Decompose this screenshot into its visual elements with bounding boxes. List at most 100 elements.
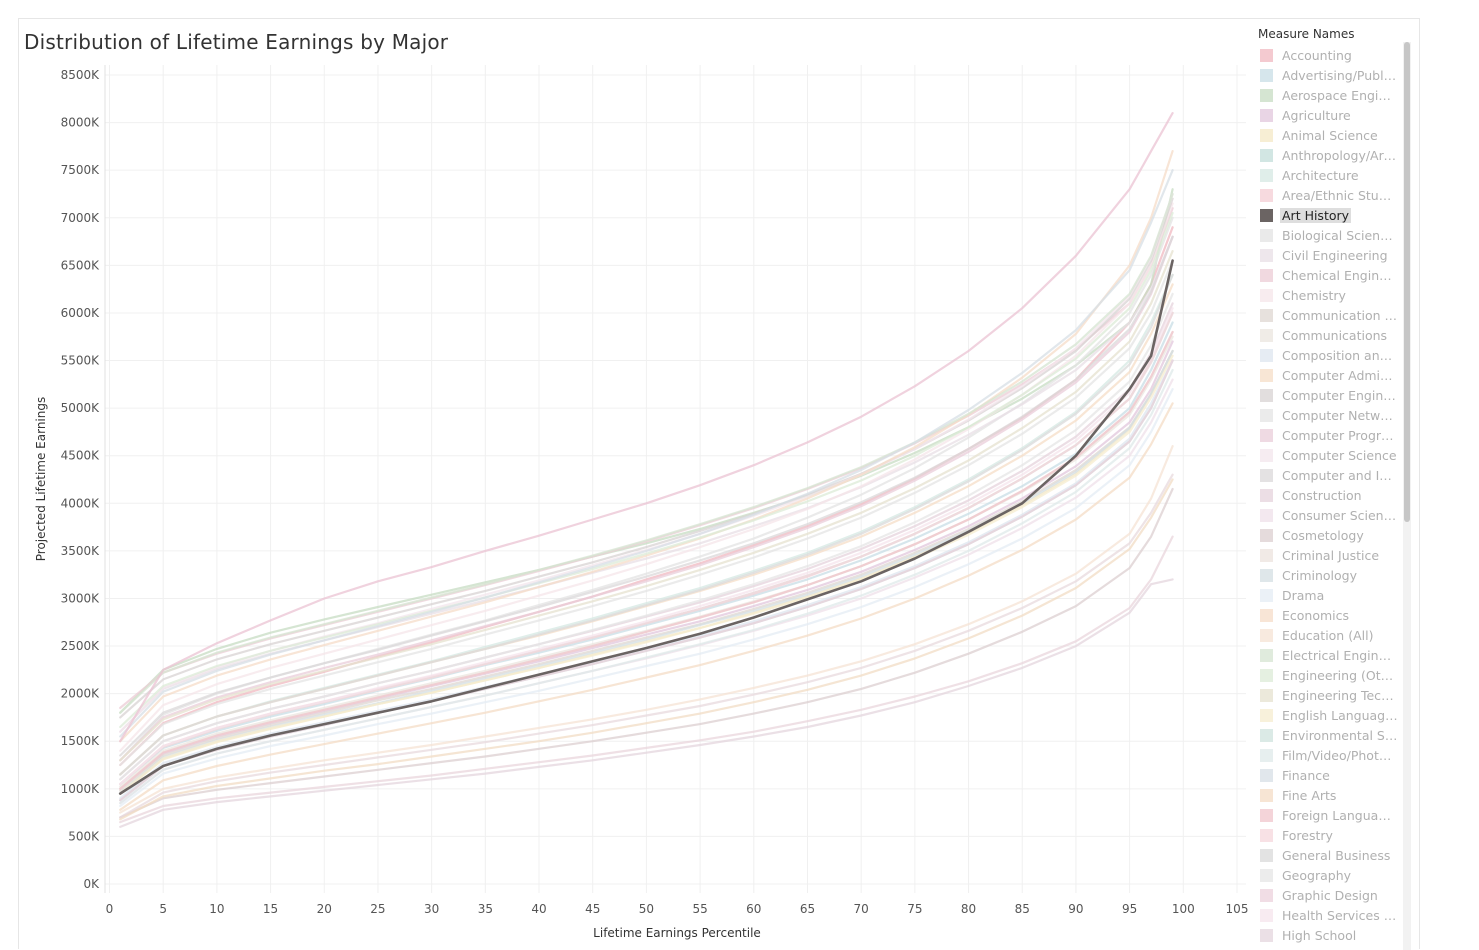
series-line-art-history[interactable] xyxy=(118,259,1174,795)
legend-item[interactable]: Engineering (Other) xyxy=(1260,665,1402,685)
legend-item[interactable]: Health Services (G... xyxy=(1260,905,1402,925)
legend-label: Accounting xyxy=(1282,47,1352,63)
series-line-performing-arts[interactable] xyxy=(119,473,1174,819)
x-tick-label: 10 xyxy=(209,902,224,916)
legend-scroll-thumb[interactable] xyxy=(1404,42,1410,522)
legend-item[interactable]: Animal Science xyxy=(1260,125,1402,145)
series-line-economics[interactable] xyxy=(119,150,1174,743)
legend-item[interactable]: Advertising/Public... xyxy=(1260,65,1402,85)
legend-item[interactable]: Economics xyxy=(1260,605,1402,625)
legend-item[interactable]: English Language/... xyxy=(1260,705,1402,725)
y-tick-label: 1500K xyxy=(61,734,101,748)
legend-item[interactable]: Biological Sciences xyxy=(1260,225,1402,245)
series-line-engineering-other[interactable] xyxy=(119,211,1174,729)
legend-label: General Business xyxy=(1282,847,1391,863)
legend-item[interactable]: General Business xyxy=(1260,845,1402,865)
legend-item[interactable]: Chemical Engineer... xyxy=(1260,265,1402,285)
legend-swatch xyxy=(1260,188,1273,202)
series-line-cosmetic-services[interactable] xyxy=(119,535,1174,824)
legend-item[interactable]: Finance xyxy=(1260,765,1402,785)
series-line-advertising-public[interactable] xyxy=(119,321,1174,786)
legend-item[interactable]: Civil Engineering xyxy=(1260,245,1402,265)
legend-item[interactable]: Construction xyxy=(1260,485,1402,505)
x-axis: 0 5 10 15 20 25 30 35 40 45 50 55 60 65 70 75 80 85 90 95 10… xyxy=(106,902,1249,916)
series-line-english-language[interactable] xyxy=(119,354,1174,795)
series-line-general-business[interactable] xyxy=(119,273,1174,776)
series-line-finance[interactable] xyxy=(119,169,1174,738)
legend-swatch xyxy=(1260,628,1273,642)
series-line-computer-progra[interactable] xyxy=(119,235,1174,762)
legend-item[interactable]: Graphic Design xyxy=(1260,885,1402,905)
legend-label: Drama xyxy=(1282,587,1325,603)
legend-item[interactable]: Computer and Info... xyxy=(1260,465,1402,485)
legend-item[interactable]: Computer Networ... xyxy=(1260,405,1402,425)
series-line-computer-and-info[interactable] xyxy=(119,235,1174,757)
legend-label: Health Services (G... xyxy=(1282,907,1400,923)
legend-item[interactable]: Foreign Languages xyxy=(1260,805,1402,825)
series-line-electrical-enginee[interactable] xyxy=(119,192,1174,714)
legend-item[interactable]: Art History xyxy=(1260,205,1402,225)
legend-item[interactable]: Education (All) xyxy=(1260,625,1402,645)
legend-swatch xyxy=(1260,388,1273,402)
legend-item[interactable]: Architecture xyxy=(1260,165,1402,185)
legend-item[interactable]: Film/Video/Photo... xyxy=(1260,745,1402,765)
legend-item[interactable]: Engineering Techn... xyxy=(1260,685,1402,705)
legend-item[interactable]: Environmental Sci... xyxy=(1260,725,1402,745)
series-line-chemistry[interactable] xyxy=(119,202,1174,752)
legend-item[interactable]: Computer Progra... xyxy=(1260,425,1402,445)
legend-item[interactable]: Drama xyxy=(1260,585,1402,605)
legend-item[interactable]: Computer Enginee... xyxy=(1260,385,1402,405)
y-tick-label: 8000K xyxy=(61,116,101,130)
legend-item[interactable]: Forestry xyxy=(1260,825,1402,845)
legend-swatch xyxy=(1260,328,1273,342)
series-line-cosmetology[interactable] xyxy=(119,487,1174,819)
series-line-geography[interactable] xyxy=(119,292,1174,781)
legend-item[interactable]: Chemistry xyxy=(1260,285,1402,305)
series-line-computer-networ[interactable] xyxy=(119,259,1174,767)
y-tick-label: 1000K xyxy=(61,782,101,796)
legend-item[interactable]: Geography xyxy=(1260,865,1402,885)
legend-item[interactable]: Accounting xyxy=(1260,45,1402,65)
legend-item[interactable]: Composition and R... xyxy=(1260,345,1402,365)
legend-item[interactable]: Computer Science xyxy=(1260,445,1402,465)
series-line-foreign-languages[interactable] xyxy=(119,330,1174,790)
legend-item[interactable]: Computer Adminis... xyxy=(1260,365,1402,385)
series-line-aerospace-engine[interactable] xyxy=(119,188,1174,714)
series-line-pharmacy[interactable] xyxy=(119,112,1174,743)
x-tick-label: 95 xyxy=(1122,902,1137,916)
series-line-engineering-techn[interactable] xyxy=(119,250,1174,762)
x-tick-label: 40 xyxy=(531,902,546,916)
legend-item[interactable]: Area/Ethnic Studies xyxy=(1260,185,1402,205)
series-line-drama[interactable] xyxy=(119,388,1174,808)
legend-swatch xyxy=(1260,48,1273,62)
legend-item[interactable]: Communications xyxy=(1260,325,1402,345)
series-line-high-school[interactable] xyxy=(119,578,1174,828)
legend-list: Accounting Advertising/Public... Aerospace… xyxy=(1260,45,1402,945)
legend-swatch xyxy=(1260,828,1273,842)
legend-item[interactable]: Fine Arts xyxy=(1260,785,1402,805)
series-line-criminology[interactable] xyxy=(119,349,1174,795)
chart-title: Distribution of Lifetime Earnings by Maj… xyxy=(24,30,449,54)
legend-item[interactable]: Electrical Enginee... xyxy=(1260,645,1402,665)
legend-item[interactable]: Aerospace Engine... xyxy=(1260,85,1402,105)
series-line-fine-arts[interactable] xyxy=(119,402,1174,811)
series-line-composition-and-r[interactable] xyxy=(119,359,1174,800)
legend-item[interactable]: Consumer Science xyxy=(1260,505,1402,525)
series-line-early-childhood-ed[interactable] xyxy=(119,478,1174,821)
legend-item[interactable]: Anthropology/Arc... xyxy=(1260,145,1402,165)
legend-item[interactable]: Cosmetology xyxy=(1260,525,1402,545)
legend-label: Agriculture xyxy=(1282,107,1351,123)
legend-scrollbar[interactable] xyxy=(1403,42,1411,950)
series-line-communication-te[interactable] xyxy=(119,349,1174,792)
legend-item[interactable]: Communication Te... xyxy=(1260,305,1402,325)
series-line-health-services-g[interactable] xyxy=(119,307,1174,786)
legend-item[interactable]: Criminology xyxy=(1260,565,1402,585)
legend-label: Economics xyxy=(1282,607,1350,623)
legend-item[interactable]: Criminal Justice xyxy=(1260,545,1402,565)
series-line-film-video-photo[interactable] xyxy=(119,368,1174,805)
legend-item[interactable]: Agriculture xyxy=(1260,105,1402,125)
series-line-computer-enginee[interactable] xyxy=(119,197,1174,719)
x-tick-label: 45 xyxy=(585,902,600,916)
series-line-education-all[interactable] xyxy=(119,445,1174,814)
legend-item[interactable]: High School xyxy=(1260,925,1402,945)
